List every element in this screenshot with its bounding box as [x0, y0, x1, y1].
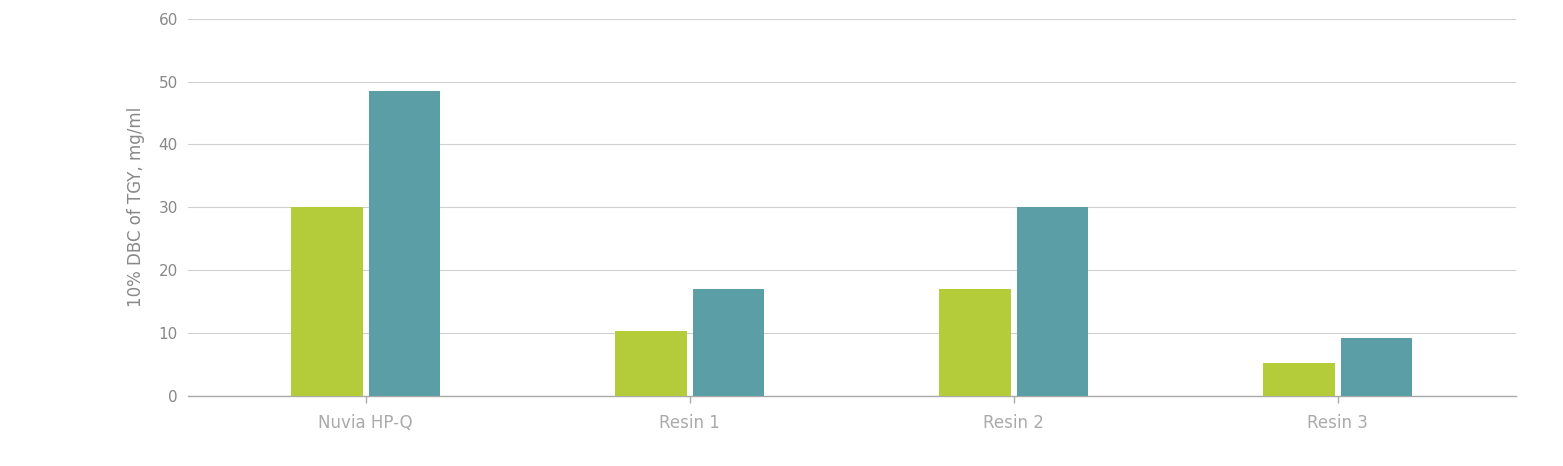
Bar: [369, 91, 441, 396]
Bar: [1263, 363, 1335, 396]
Y-axis label: 10% DBC of TGY, mg/ml: 10% DBC of TGY, mg/ml: [127, 107, 144, 308]
Bar: [692, 289, 764, 396]
Bar: [939, 289, 1011, 396]
Bar: [616, 331, 686, 396]
Bar: [1018, 207, 1088, 396]
Bar: [1341, 337, 1413, 396]
Bar: [291, 207, 363, 396]
